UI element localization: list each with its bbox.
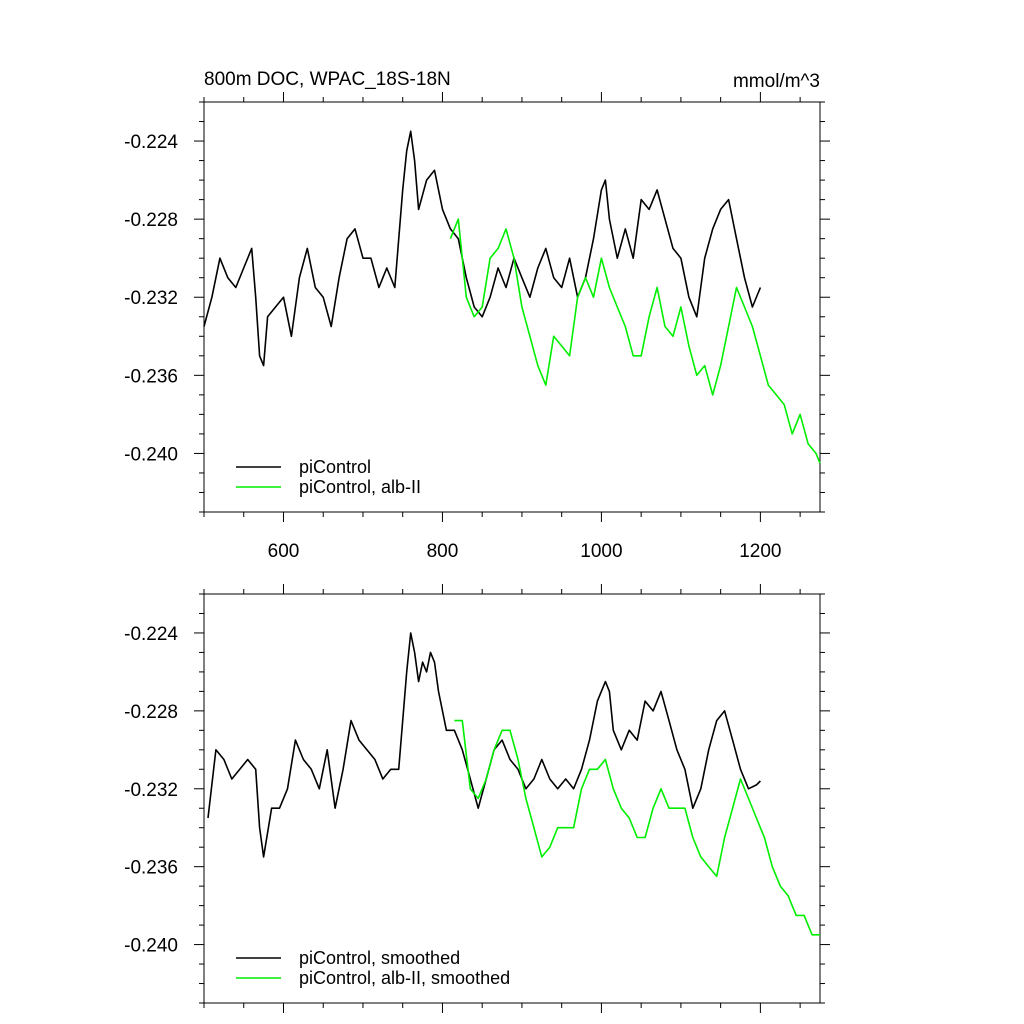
y-tick-label: -0.224 (124, 624, 178, 645)
series-line-picontrol-alb-ii (449, 218, 821, 464)
plot-frame (203, 593, 821, 1004)
top-panel: -0.224 -0.228 -0.232 -0.236 -0.240 600 800 1000… (124, 92, 830, 562)
x-tick-label: 1000 (580, 541, 622, 562)
plot-frame (203, 101, 821, 513)
figure-title-right: mmol/m^3 (733, 71, 820, 92)
y-tick-label: -0.240 (124, 936, 178, 957)
y-tick-label: -0.236 (124, 858, 178, 879)
series-line-picontrol (207, 632, 761, 858)
legend-label: piControl (299, 457, 371, 477)
series-line-picontrol (203, 130, 762, 367)
legend-label: piControl, smoothed (299, 948, 460, 968)
series-line-picontrol-alb-ii (454, 719, 820, 936)
x-tick-label: 1200 (739, 541, 781, 562)
y-tick-label: -0.228 (124, 210, 178, 231)
y-tick-label: -0.240 (124, 444, 178, 465)
y-tick-label: -0.232 (124, 780, 178, 801)
x-tick-label: 800 (427, 541, 459, 562)
y-tick-label: -0.232 (124, 288, 178, 309)
y-tick-label: -0.224 (124, 132, 178, 153)
legend-label: piControl, alb-II (299, 477, 421, 497)
figure-title-left: 800m DOC, WPAC_18S-18N (204, 69, 451, 90)
bottom-panel: -0.224 -0.228 -0.232 -0.236 -0.240 piControl,… (124, 584, 830, 1013)
legend-label: piControl, alb-II, smoothed (299, 968, 510, 988)
x-tick-label: 600 (268, 541, 300, 562)
y-tick-label: -0.236 (124, 366, 178, 387)
y-tick-label: -0.228 (124, 702, 178, 723)
